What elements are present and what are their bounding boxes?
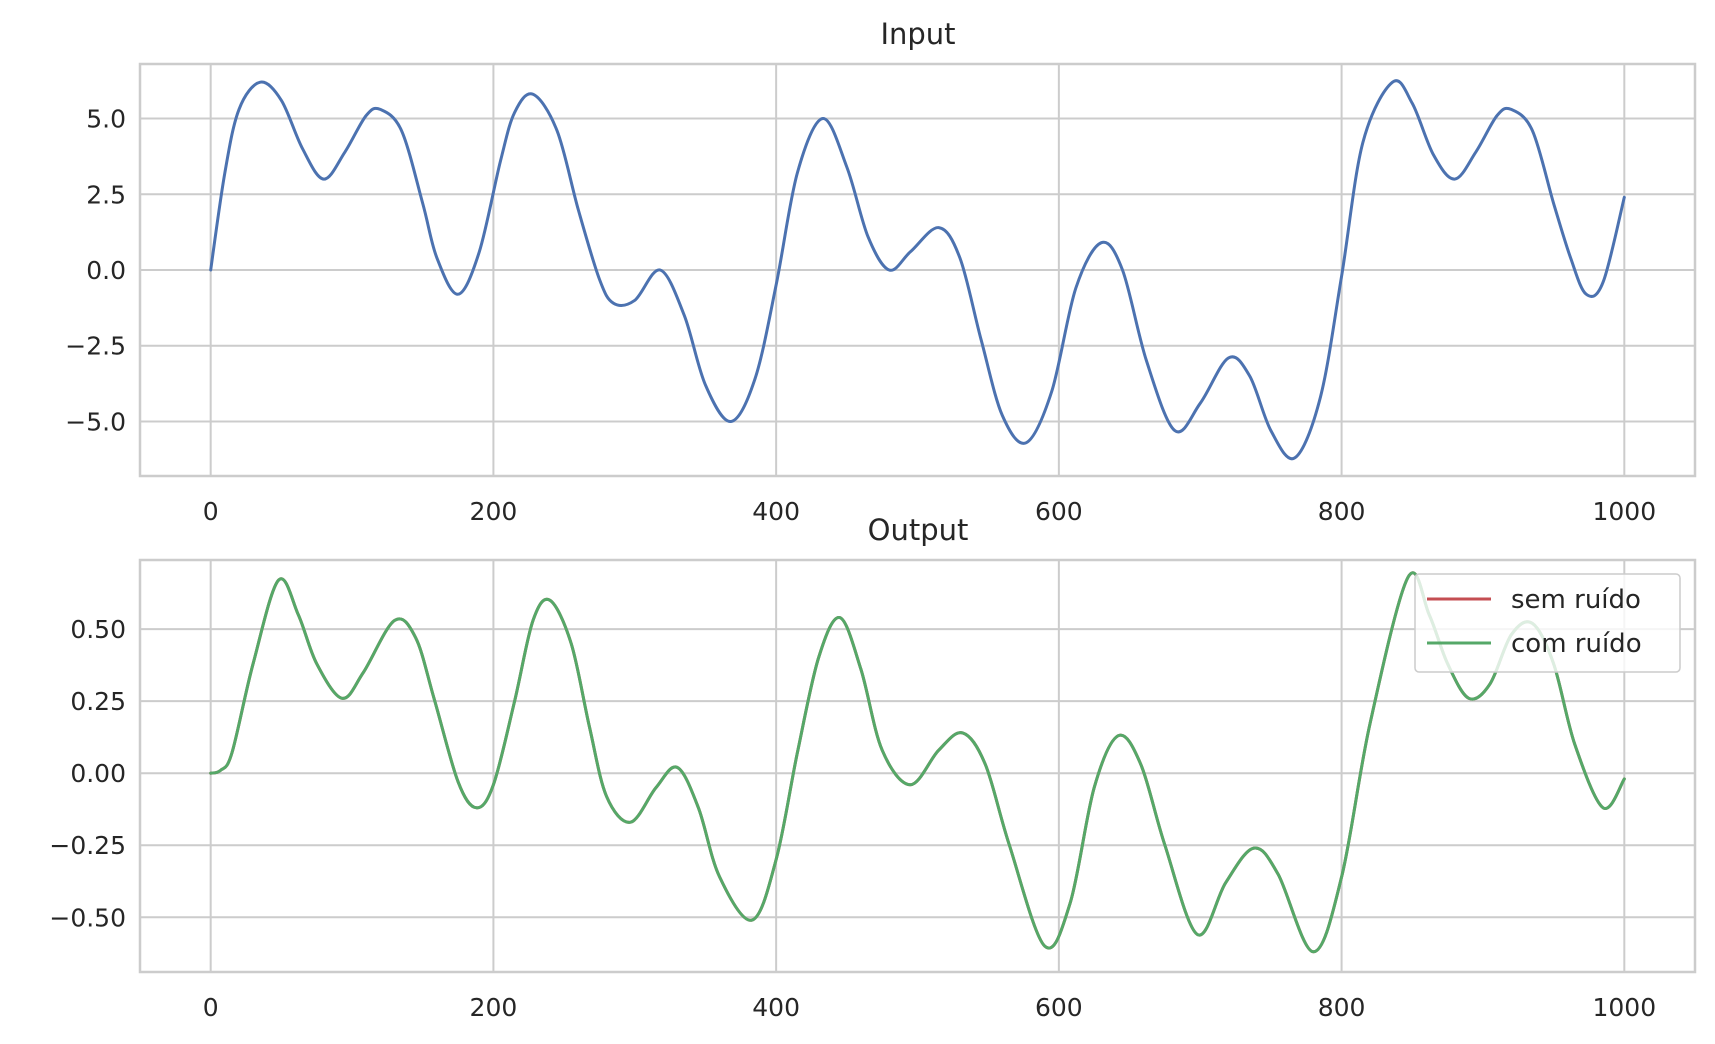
input-x-tick-label: 1000 xyxy=(1593,497,1657,526)
input-x-axis: 0 200 400 600 800 1000 xyxy=(203,497,1656,526)
input-chart-title: Input xyxy=(880,17,955,51)
input-plot-frame xyxy=(138,62,1697,478)
input-series-group xyxy=(209,79,1626,461)
output-y-tick-label: −0.50 xyxy=(49,903,126,932)
output-x-tick-label: 600 xyxy=(1035,993,1083,1022)
input-y-tick-label: 5.0 xyxy=(86,105,126,134)
output-x-tick-label: 1000 xyxy=(1593,993,1657,1022)
input-y-tick-label: −2.5 xyxy=(65,332,126,361)
input-y-tick-label: 0.0 xyxy=(86,256,126,285)
output-x-tick-label: 400 xyxy=(752,993,800,1022)
legend: sem ruído com ruído xyxy=(1414,573,1681,673)
input-series-line xyxy=(209,79,1626,461)
output-y-tick-label: 0.25 xyxy=(70,687,126,716)
output-grid xyxy=(140,560,1695,972)
output-series-com-ruido-line xyxy=(209,571,1626,954)
output-plot-frame xyxy=(138,558,1697,974)
legend-label-com-ruido: com ruído xyxy=(1511,629,1642,659)
legend-label-sem-ruido: sem ruído xyxy=(1511,585,1641,615)
output-x-tick-label: 800 xyxy=(1318,993,1366,1022)
input-x-tick-label: 0 xyxy=(203,497,219,526)
input-grid xyxy=(140,64,1695,476)
output-y-tick-label: −0.25 xyxy=(49,831,126,860)
output-y-axis: 0.50 0.25 0.00 −0.25 −0.50 xyxy=(49,615,126,932)
output-y-tick-label: 0.00 xyxy=(70,759,126,788)
output-chart-panel: Output 0.50 0.25 0.00 −0.25 −0.50 0 200 400 600… xyxy=(49,513,1697,1022)
output-x-tick-label: 200 xyxy=(470,993,518,1022)
input-y-tick-label: −5.0 xyxy=(65,407,126,436)
output-x-axis: 0 200 400 600 800 1000 xyxy=(203,993,1656,1022)
input-chart-panel: Input 5.0 2.5 0.0 −2.5 −5.0 0 200 400 600 800 100… xyxy=(65,17,1697,526)
output-y-tick-label: 0.50 xyxy=(70,615,126,644)
input-y-axis: 5.0 2.5 0.0 −2.5 −5.0 xyxy=(65,105,126,437)
input-x-tick-label: 600 xyxy=(1035,497,1083,526)
input-x-tick-label: 400 xyxy=(752,497,800,526)
output-chart-title: Output xyxy=(868,513,969,547)
output-x-tick-label: 0 xyxy=(203,993,219,1022)
output-series-group xyxy=(209,571,1626,954)
input-x-tick-label: 200 xyxy=(470,497,518,526)
input-y-tick-label: 2.5 xyxy=(86,180,126,209)
input-x-tick-label: 800 xyxy=(1318,497,1366,526)
